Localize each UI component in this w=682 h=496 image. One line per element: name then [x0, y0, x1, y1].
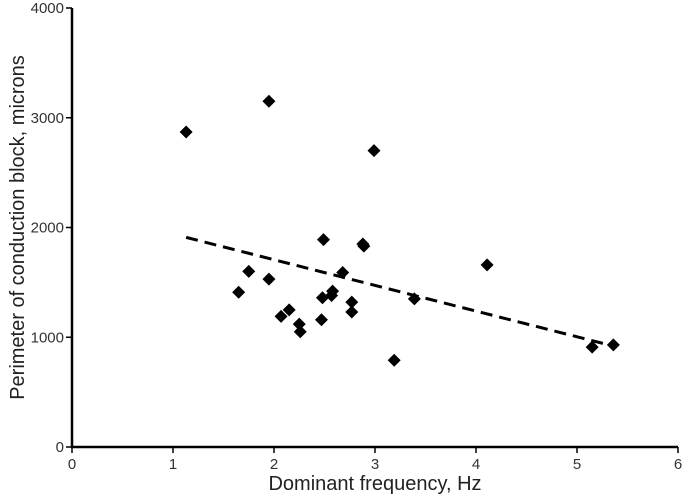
data-point	[606, 338, 620, 352]
data-point	[179, 125, 193, 139]
data-point	[314, 313, 328, 327]
data-point	[316, 233, 330, 247]
x-tick-label: 6	[674, 456, 682, 473]
data-point	[293, 325, 307, 339]
y-axis-title: Perimeter of conduction block, microns	[7, 55, 29, 400]
data-point	[367, 144, 381, 158]
axes	[70, 8, 678, 449]
data-point	[480, 258, 494, 272]
ticks: 0 1 2 3 4 5 6 0 1000 2000 3000 4000	[31, 0, 682, 473]
data-point	[336, 265, 350, 279]
y-tick-label: 2000	[31, 220, 64, 237]
data-point	[262, 94, 276, 108]
y-tick-label: 1000	[31, 329, 64, 346]
data-point	[407, 292, 421, 306]
data-point	[357, 239, 371, 253]
data-point	[585, 340, 599, 354]
data-point	[242, 264, 256, 278]
data-point	[387, 353, 401, 367]
data-point	[274, 309, 288, 323]
data-point	[232, 285, 246, 299]
y-tick-label: 0	[56, 439, 64, 456]
x-axis-title: Dominant frequency, Hz	[268, 473, 481, 495]
data-points	[179, 94, 620, 367]
data-point	[345, 305, 359, 319]
x-tick-label: 2	[270, 456, 278, 473]
data-point	[262, 272, 276, 286]
y-tick-label: 4000	[31, 0, 64, 17]
data-point	[345, 295, 359, 309]
data-point	[292, 317, 306, 331]
x-tick-label: 5	[573, 456, 581, 473]
x-tick-label: 1	[169, 456, 177, 473]
data-point	[326, 284, 340, 298]
trendline	[185, 235, 614, 348]
data-point	[282, 303, 296, 317]
y-tick-label: 3000	[31, 110, 64, 127]
data-point	[315, 291, 329, 305]
x-tick-label: 0	[68, 456, 76, 473]
trendline-group	[185, 235, 614, 348]
x-tick-label: 4	[472, 456, 480, 473]
x-tick-label: 3	[371, 456, 379, 473]
